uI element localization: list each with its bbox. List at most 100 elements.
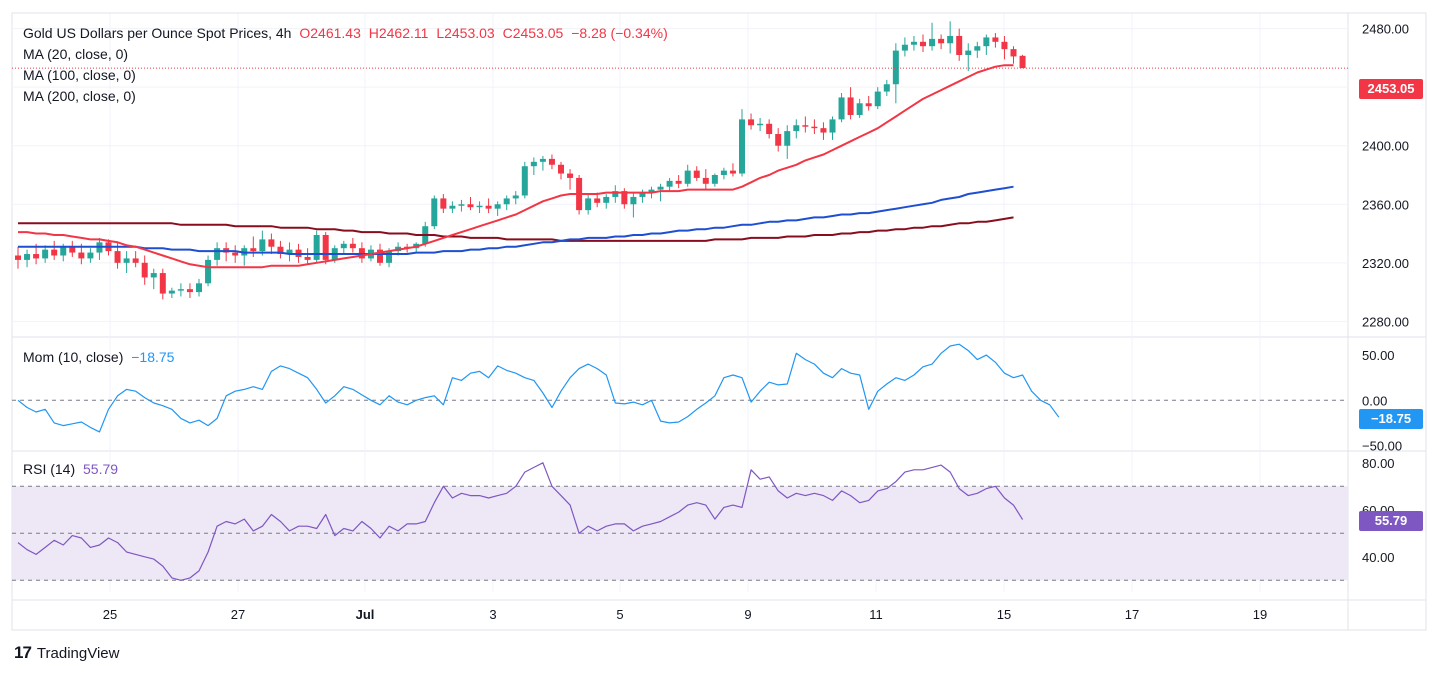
high-value: H2462.11: [368, 25, 429, 41]
ma100-legend[interactable]: MA (100, close, 0): [23, 67, 136, 83]
candle-body: [286, 249, 293, 255]
candle-body: [132, 258, 139, 263]
last-price-tag: 2453.05: [1359, 79, 1423, 99]
candle-body: [594, 198, 601, 203]
candle-body: [720, 170, 727, 175]
ma200-legend[interactable]: MA (200, close, 0): [23, 88, 136, 104]
candle-body: [901, 44, 908, 51]
momentum-value: −18.75: [131, 349, 175, 365]
rsi-label: RSI (14): [23, 461, 76, 477]
time-axis-label: 15: [997, 607, 1011, 622]
candle-body: [938, 38, 945, 44]
candle-body: [820, 128, 827, 133]
candle-body: [558, 164, 564, 174]
chart-header: Gold US Dollars per Ounce Spot Prices, 4…: [23, 24, 672, 42]
price-axis-label: 2320.00: [1362, 256, 1409, 271]
rsi-axis-label: 80.00: [1362, 456, 1395, 471]
candle-body: [458, 204, 465, 206]
candle-body: [431, 198, 438, 227]
candle-body: [612, 191, 619, 197]
price-axis-label: 2360.00: [1362, 197, 1409, 212]
candle-body: [87, 252, 94, 259]
low-value: L2453.03: [436, 25, 495, 41]
close-value: C2453.05: [502, 25, 564, 41]
tradingview-brand[interactable]: 17 TradingView: [14, 643, 119, 663]
rsi-value: 55.79: [83, 461, 119, 477]
candle-body: [693, 170, 700, 178]
candle-body: [69, 246, 76, 253]
candle-body: [784, 131, 791, 146]
candle-body: [24, 254, 31, 260]
candle-body: [530, 161, 537, 167]
candle-body: [205, 259, 212, 284]
ma100-line: [18, 185, 1014, 255]
rsi-axis-label: 40.00: [1362, 550, 1395, 565]
candle-body: [630, 196, 637, 205]
candle-body: [277, 246, 284, 255]
candle-body: [847, 97, 854, 115]
time-axis-label: 3: [489, 607, 496, 622]
candle-body: [666, 180, 673, 187]
candle-body: [494, 204, 501, 209]
candle-body: [974, 46, 981, 51]
candle-body: [467, 204, 474, 208]
candle-body: [521, 166, 528, 196]
candle-body: [757, 123, 764, 126]
candle-body: [910, 41, 917, 45]
ma20-legend[interactable]: MA (20, close, 0): [23, 46, 129, 62]
candle-body: [793, 125, 800, 132]
time-axis-label: 25: [103, 607, 117, 622]
candle-body: [1010, 49, 1017, 57]
candle-body: [159, 273, 166, 294]
ma200-line: [18, 216, 1014, 242]
candle-body: [802, 125, 809, 127]
candle-body: [440, 198, 447, 209]
candle-body: [232, 252, 239, 256]
candle-body: [947, 35, 954, 44]
price-axis-label: 2480.00: [1362, 22, 1409, 37]
candle-body: [729, 170, 736, 174]
candle-body: [1001, 41, 1008, 50]
candle-body: [512, 195, 519, 199]
candle-body: [78, 252, 85, 259]
candle-body: [15, 255, 21, 260]
candle-body: [168, 290, 175, 294]
candle-body: [250, 248, 257, 252]
rsi-legend[interactable]: RSI (14) 55.79: [23, 460, 122, 478]
candle-body: [748, 119, 755, 126]
momentum-axis-label: 50.00: [1362, 348, 1395, 363]
candle-body: [775, 134, 782, 146]
candle-body: [883, 84, 890, 92]
candle-body: [739, 119, 745, 174]
candle-body: [322, 235, 329, 260]
tradingview-logo-icon: 17: [14, 643, 32, 662]
time-axis-label: 17: [1125, 607, 1139, 622]
momentum-legend[interactable]: Mom (10, close) −18.75: [23, 348, 178, 366]
candle-body: [965, 50, 972, 55]
candle-body: [214, 248, 221, 260]
candle-body: [766, 123, 773, 135]
candle-body: [33, 254, 40, 259]
candle-body: [539, 158, 546, 162]
candle-body: [141, 262, 148, 278]
time-axis-label: Jul: [356, 607, 375, 622]
candle-body: [196, 283, 202, 293]
momentum-axis-label: −50.00: [1362, 438, 1402, 453]
time-axis-label: 11: [869, 607, 883, 622]
candle-body: [259, 239, 266, 252]
candle-body: [503, 198, 510, 205]
change-value: −8.28 (−0.34%): [571, 25, 668, 41]
rsi-price-tag: 55.79: [1359, 511, 1423, 531]
candle-body: [983, 37, 990, 47]
brand-name: TradingView: [36, 644, 120, 662]
price-axis-label: 2400.00: [1362, 139, 1409, 154]
time-axis-label: 27: [231, 607, 245, 622]
candle-body: [449, 205, 456, 209]
candle-body: [304, 256, 311, 260]
time-axis-label: 19: [1253, 607, 1267, 622]
momentum-line: [17, 343, 1060, 433]
candle-body: [920, 41, 926, 47]
candle-body: [711, 175, 718, 184]
momentum-label: Mom (10, close): [23, 349, 124, 365]
